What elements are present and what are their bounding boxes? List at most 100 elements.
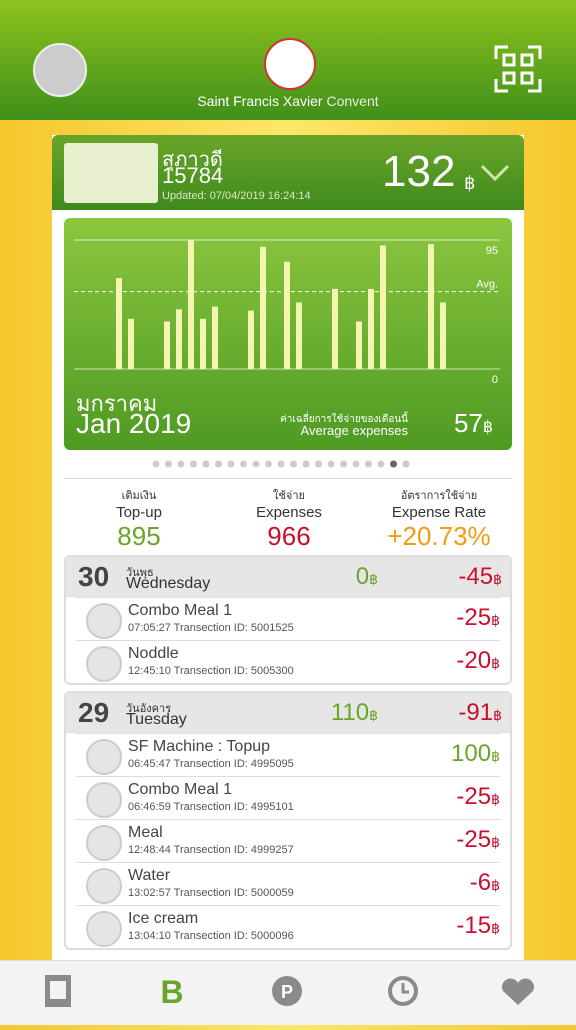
amount-value: 0 [355, 563, 370, 590]
amount: -15฿ [456, 912, 500, 940]
svg-text:P: P [281, 982, 293, 1002]
summary-item: ใช้จ่าย Expenses 966 [214, 486, 364, 552]
day-group: 29 วันอังคาร Tuesday 110฿ -91฿ SF Machine : T… [64, 691, 512, 950]
bar [200, 318, 206, 369]
page-dot [277, 460, 285, 468]
amount-value: 110 [330, 699, 370, 726]
page-dot [402, 460, 410, 468]
day-th: วันอังคาร [126, 703, 172, 715]
amount-value: -20 [456, 647, 492, 674]
bar [248, 310, 254, 369]
page-dot [302, 460, 310, 468]
avg-en: Average expenses [300, 423, 408, 438]
summary-th: อัตราการใช้จ่าย [400, 490, 478, 502]
bar [428, 244, 434, 369]
amount-value: -45 [458, 563, 494, 590]
avatar[interactable] [33, 43, 87, 97]
bar [188, 240, 194, 369]
bar [332, 288, 338, 369]
expand-button[interactable] [480, 163, 510, 183]
day-number: 29 [78, 697, 110, 728]
student-name: สุภาวดี [162, 149, 223, 171]
bar [296, 302, 302, 369]
page-dot [315, 460, 322, 468]
currency: ฿ [491, 748, 500, 764]
transaction-row: SF Machine : Topup 06:45:47 Transection I… [76, 733, 500, 776]
amount: 110฿ [331, 699, 378, 727]
item-name: Noddle [128, 645, 179, 662]
amount: -25฿ [456, 604, 500, 632]
page-dot [377, 460, 385, 468]
bar [164, 321, 170, 369]
amount-value: 100 [451, 740, 492, 767]
page-dot [290, 460, 297, 468]
currency: ฿ [491, 877, 500, 893]
currency: ฿ [369, 707, 378, 723]
tab-bitcoin[interactable]: B [160, 974, 183, 1010]
item-detail: 06:46:59 Transection ID: 4995101 [128, 801, 294, 813]
page-dot [365, 460, 372, 468]
item-detail: 06:45:47 Transection ID: 4995095 [128, 758, 294, 770]
page-dot [215, 460, 222, 468]
item-detail: 13:04:10 Transection ID: 5000096 [128, 930, 294, 942]
bar [176, 309, 182, 369]
day-header: 30 วันพุธ Wednesday 0฿ -45฿ [66, 557, 510, 597]
amount: -25฿ [456, 826, 500, 854]
currency: ฿ [491, 791, 500, 807]
header: Saint Francis Xavier Convent [0, 0, 576, 120]
month-th: มกราคม [76, 391, 158, 416]
item-name: Water [128, 867, 171, 884]
currency: ฿ [491, 920, 500, 936]
qr-button[interactable] [494, 45, 542, 93]
amount: -25฿ [456, 783, 500, 811]
amount: 0฿ [356, 563, 378, 591]
amount-value: -25 [456, 826, 492, 853]
item-icon [86, 868, 122, 904]
card-thumbnail [64, 143, 158, 203]
item-name: Combo Meal 1 [128, 602, 233, 619]
amount-value: -6 [469, 869, 492, 896]
amount-value: -25 [456, 783, 492, 810]
item-name: Combo Meal 1 [128, 781, 233, 798]
bar [260, 246, 266, 369]
tab-points[interactable] [272, 976, 302, 1006]
page-dot [352, 460, 360, 468]
currency: ฿ [493, 571, 502, 587]
summary: เติมเงิน Top-up 895 ใช้จ่าย Expenses 966 อัตรา… [64, 486, 512, 551]
y-tick-label: 0 [492, 374, 498, 386]
summary-en: Expenses [256, 504, 322, 521]
day-group: 30 วันพุธ Wednesday 0฿ -45฿ Combo Meal 1 07:05… [64, 555, 512, 685]
item-icon [86, 782, 122, 818]
tab-icons: B P [45, 974, 534, 1010]
amount-value: -25 [456, 604, 492, 631]
item-name: Ice cream [128, 910, 199, 927]
transaction-row: Meal 12:48:44 Transection ID: 4999257 -25฿ [76, 819, 500, 862]
summary-value: 895 [117, 521, 161, 551]
page-dot [202, 460, 210, 468]
tab-history[interactable] [388, 976, 418, 1006]
bar [212, 306, 218, 369]
page-dot [165, 460, 172, 468]
tab-favorite[interactable] [502, 978, 534, 1005]
bar [284, 261, 290, 369]
school-name: Saint Francis Xavier Convent [0, 93, 576, 109]
month: Jan 2019 [76, 408, 192, 439]
bar [368, 288, 374, 369]
summary-th: ใช้จ่าย [273, 490, 305, 502]
summary-item: อัตราการใช้จ่าย Expense Rate +20.73% [364, 486, 514, 552]
tab-bar: B P [0, 960, 576, 1025]
balance: 132 [382, 147, 456, 196]
amount-value: -15 [456, 912, 492, 939]
currency: ฿ [491, 834, 500, 850]
bar [356, 321, 362, 369]
avg-number: 57 [454, 408, 483, 438]
y-tick-label: 95 [486, 245, 498, 257]
bar [116, 278, 122, 369]
currency: ฿ [369, 571, 378, 587]
item-icon [86, 825, 122, 861]
transaction-row: Water 13:02:57 Transection ID: 5000059 -6฿ [76, 862, 500, 905]
item-detail: 07:05:27 Transection ID: 5001525 [128, 622, 294, 634]
average-label: Avg. [476, 279, 498, 291]
item-detail: 13:02:57 Transection ID: 5000059 [128, 887, 294, 899]
student-id: 15784 [162, 163, 224, 188]
